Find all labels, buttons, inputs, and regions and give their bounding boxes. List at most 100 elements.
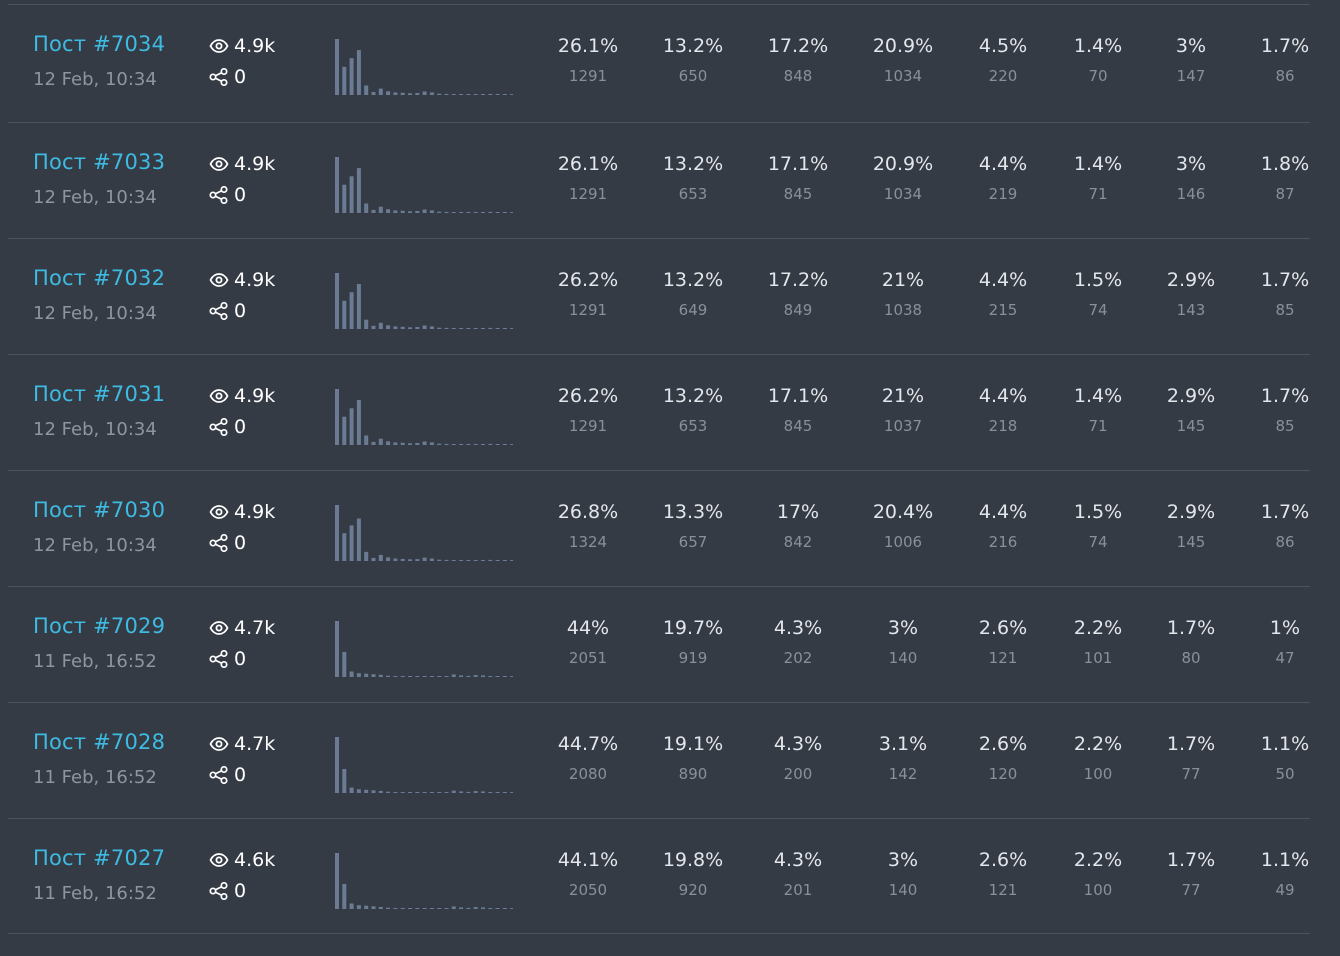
- stat-count: 85: [1275, 417, 1295, 435]
- stat-cell: 13.2% 650: [643, 35, 743, 85]
- histogram-bar: [473, 444, 478, 445]
- post-title-link[interactable]: Пост #7027: [33, 846, 166, 870]
- histogram-bar: [378, 438, 383, 445]
- histogram-bar: [342, 883, 347, 909]
- histogram-bar: [364, 673, 369, 677]
- stat-percent: 1.7%: [1260, 35, 1310, 57]
- stat-count: 86: [1275, 67, 1295, 85]
- stat-cell: 19.8% 920: [643, 849, 743, 899]
- post-title-link[interactable]: Пост #7029: [33, 614, 166, 638]
- histogram-bar: [386, 557, 391, 561]
- stat-cell: 19.1% 890: [643, 733, 743, 783]
- post-title-link[interactable]: Пост #7031: [33, 382, 166, 406]
- histogram-bar: [342, 184, 347, 213]
- histogram-bar: [378, 88, 383, 95]
- histogram-bar: [349, 292, 354, 329]
- histogram-bar: [400, 92, 405, 95]
- histogram-bar: [466, 907, 471, 909]
- histogram-bar: [364, 551, 369, 561]
- histogram-bar: [415, 211, 420, 213]
- stat-cell: 17.2% 848: [748, 35, 848, 85]
- stat-count: 49: [1275, 881, 1295, 899]
- stat-cell: 2.6% 120: [953, 733, 1053, 783]
- stat-count: 2050: [568, 881, 608, 899]
- histogram-bar: [386, 907, 391, 909]
- share-icon: [209, 302, 228, 320]
- histogram-bar: [371, 325, 376, 329]
- eye-icon: [209, 389, 229, 403]
- histogram-bar: [415, 327, 420, 329]
- histogram-bar: [495, 212, 500, 213]
- histogram-bar: [466, 444, 471, 445]
- post-title-link[interactable]: Пост #7030: [33, 498, 166, 522]
- histogram-bar: [444, 676, 449, 677]
- stat-percent: 13.3%: [662, 501, 724, 523]
- stat-count: 71: [1088, 185, 1108, 203]
- stat-cell: 26.2% 1291: [538, 385, 638, 435]
- stat-percent: 4.4%: [978, 385, 1028, 407]
- stat-count: 845: [783, 185, 813, 203]
- stat-count: 85: [1275, 301, 1295, 319]
- histogram-bar: [510, 212, 513, 213]
- stat-count: 146: [1176, 185, 1206, 203]
- stat-percent: 17.2%: [767, 35, 829, 57]
- histogram-bar: [459, 328, 464, 329]
- histogram-bar: [488, 211, 493, 213]
- histogram-bar: [408, 93, 412, 95]
- histogram-bar: [335, 157, 339, 213]
- post-title-link[interactable]: Пост #7028: [33, 730, 166, 754]
- stat-cell: 17.2% 849: [748, 269, 848, 319]
- stat-percent: 44.7%: [557, 733, 619, 755]
- histogram-bar: [488, 676, 493, 677]
- stat-cell: 13.2% 649: [643, 269, 743, 319]
- stat-cell: 4.3% 201: [748, 849, 848, 899]
- stat-count: 890: [678, 765, 708, 783]
- stat-percent: 4.3%: [773, 617, 823, 639]
- stat-cell: 17.1% 845: [748, 385, 848, 435]
- histogram-bar: [364, 85, 369, 95]
- histogram-bar: [378, 790, 383, 793]
- stat-percent: 1.7%: [1166, 733, 1216, 755]
- histogram-bar: [481, 94, 485, 95]
- histogram-bar: [393, 676, 398, 677]
- stat-count: 120: [988, 765, 1018, 783]
- histogram-bar: [371, 790, 376, 793]
- histogram-bar: [502, 908, 507, 909]
- histogram-bar: [481, 907, 485, 909]
- histogram-bar: [466, 675, 471, 677]
- stat-cell: 4.4% 215: [953, 269, 1053, 319]
- histogram-bar: [459, 212, 464, 213]
- stat-percent: 1%: [1269, 617, 1301, 639]
- histogram-bar: [495, 908, 500, 909]
- shares-value: 0: [234, 300, 247, 322]
- stat-percent: 13.2%: [662, 153, 724, 175]
- histogram-bar: [451, 674, 456, 677]
- stat-count: 80: [1181, 649, 1201, 667]
- histogram-bar: [495, 444, 500, 445]
- histogram-bar: [415, 908, 420, 909]
- stat-cell: 4.4% 219: [953, 153, 1053, 203]
- histogram-bar: [429, 558, 434, 561]
- histogram-bar: [356, 673, 361, 677]
- stat-count: 1291: [568, 417, 608, 435]
- stat-cell: 4.3% 202: [748, 617, 848, 667]
- post-title-link[interactable]: Пост #7032: [33, 266, 166, 290]
- views-value: 4.9k: [234, 501, 276, 523]
- histogram-bar: [437, 443, 442, 445]
- stat-percent: 4.5%: [978, 35, 1028, 57]
- stat-count: 142: [888, 765, 918, 783]
- stat-percent: 21%: [881, 269, 925, 291]
- views-count: 4.9k: [209, 269, 275, 291]
- histogram-bar: [349, 903, 354, 909]
- histogram-bar: [378, 554, 383, 561]
- stat-percent: 19.7%: [662, 617, 724, 639]
- histogram-bar: [451, 328, 456, 329]
- stat-cell: 1.1% 49: [1235, 849, 1335, 899]
- histogram-bar: [495, 94, 500, 95]
- post-title-link[interactable]: Пост #7033: [33, 150, 166, 174]
- post-title-link[interactable]: Пост #7034: [33, 32, 166, 56]
- share-icon: [209, 418, 228, 436]
- stat-cell: 1% 47: [1235, 617, 1335, 667]
- stat-percent: 1.4%: [1073, 35, 1123, 57]
- stat-cell: 13.3% 657: [643, 501, 743, 551]
